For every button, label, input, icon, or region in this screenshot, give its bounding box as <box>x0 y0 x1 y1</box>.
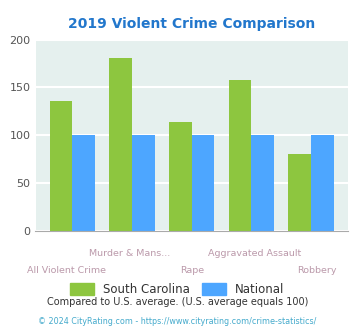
Legend: South Carolina, National: South Carolina, National <box>66 278 289 301</box>
Bar <box>251 135 274 231</box>
Title: 2019 Violent Crime Comparison: 2019 Violent Crime Comparison <box>68 17 315 31</box>
Bar <box>229 80 251 231</box>
Bar <box>192 135 214 231</box>
Text: © 2024 CityRating.com - https://www.cityrating.com/crime-statistics/: © 2024 CityRating.com - https://www.city… <box>38 317 317 326</box>
Bar <box>109 58 132 231</box>
Text: Compared to U.S. average. (U.S. average equals 100): Compared to U.S. average. (U.S. average … <box>47 297 308 307</box>
Text: All Violent Crime: All Violent Crime <box>27 266 106 275</box>
Text: Rape: Rape <box>180 266 204 275</box>
Bar <box>132 135 155 231</box>
Bar <box>288 154 311 231</box>
Bar <box>311 135 334 231</box>
Text: Murder & Mans...: Murder & Mans... <box>89 249 170 258</box>
Bar <box>72 135 95 231</box>
Bar <box>50 101 72 231</box>
Bar <box>169 122 192 231</box>
Text: Robbery: Robbery <box>297 266 337 275</box>
Text: Aggravated Assault: Aggravated Assault <box>208 249 301 258</box>
